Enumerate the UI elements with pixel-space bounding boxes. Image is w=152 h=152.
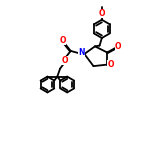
Text: O: O xyxy=(61,56,68,65)
Text: O: O xyxy=(99,9,105,19)
Text: O: O xyxy=(60,36,66,45)
Text: O: O xyxy=(115,42,121,51)
Text: O: O xyxy=(107,60,114,69)
Text: N: N xyxy=(78,48,85,57)
